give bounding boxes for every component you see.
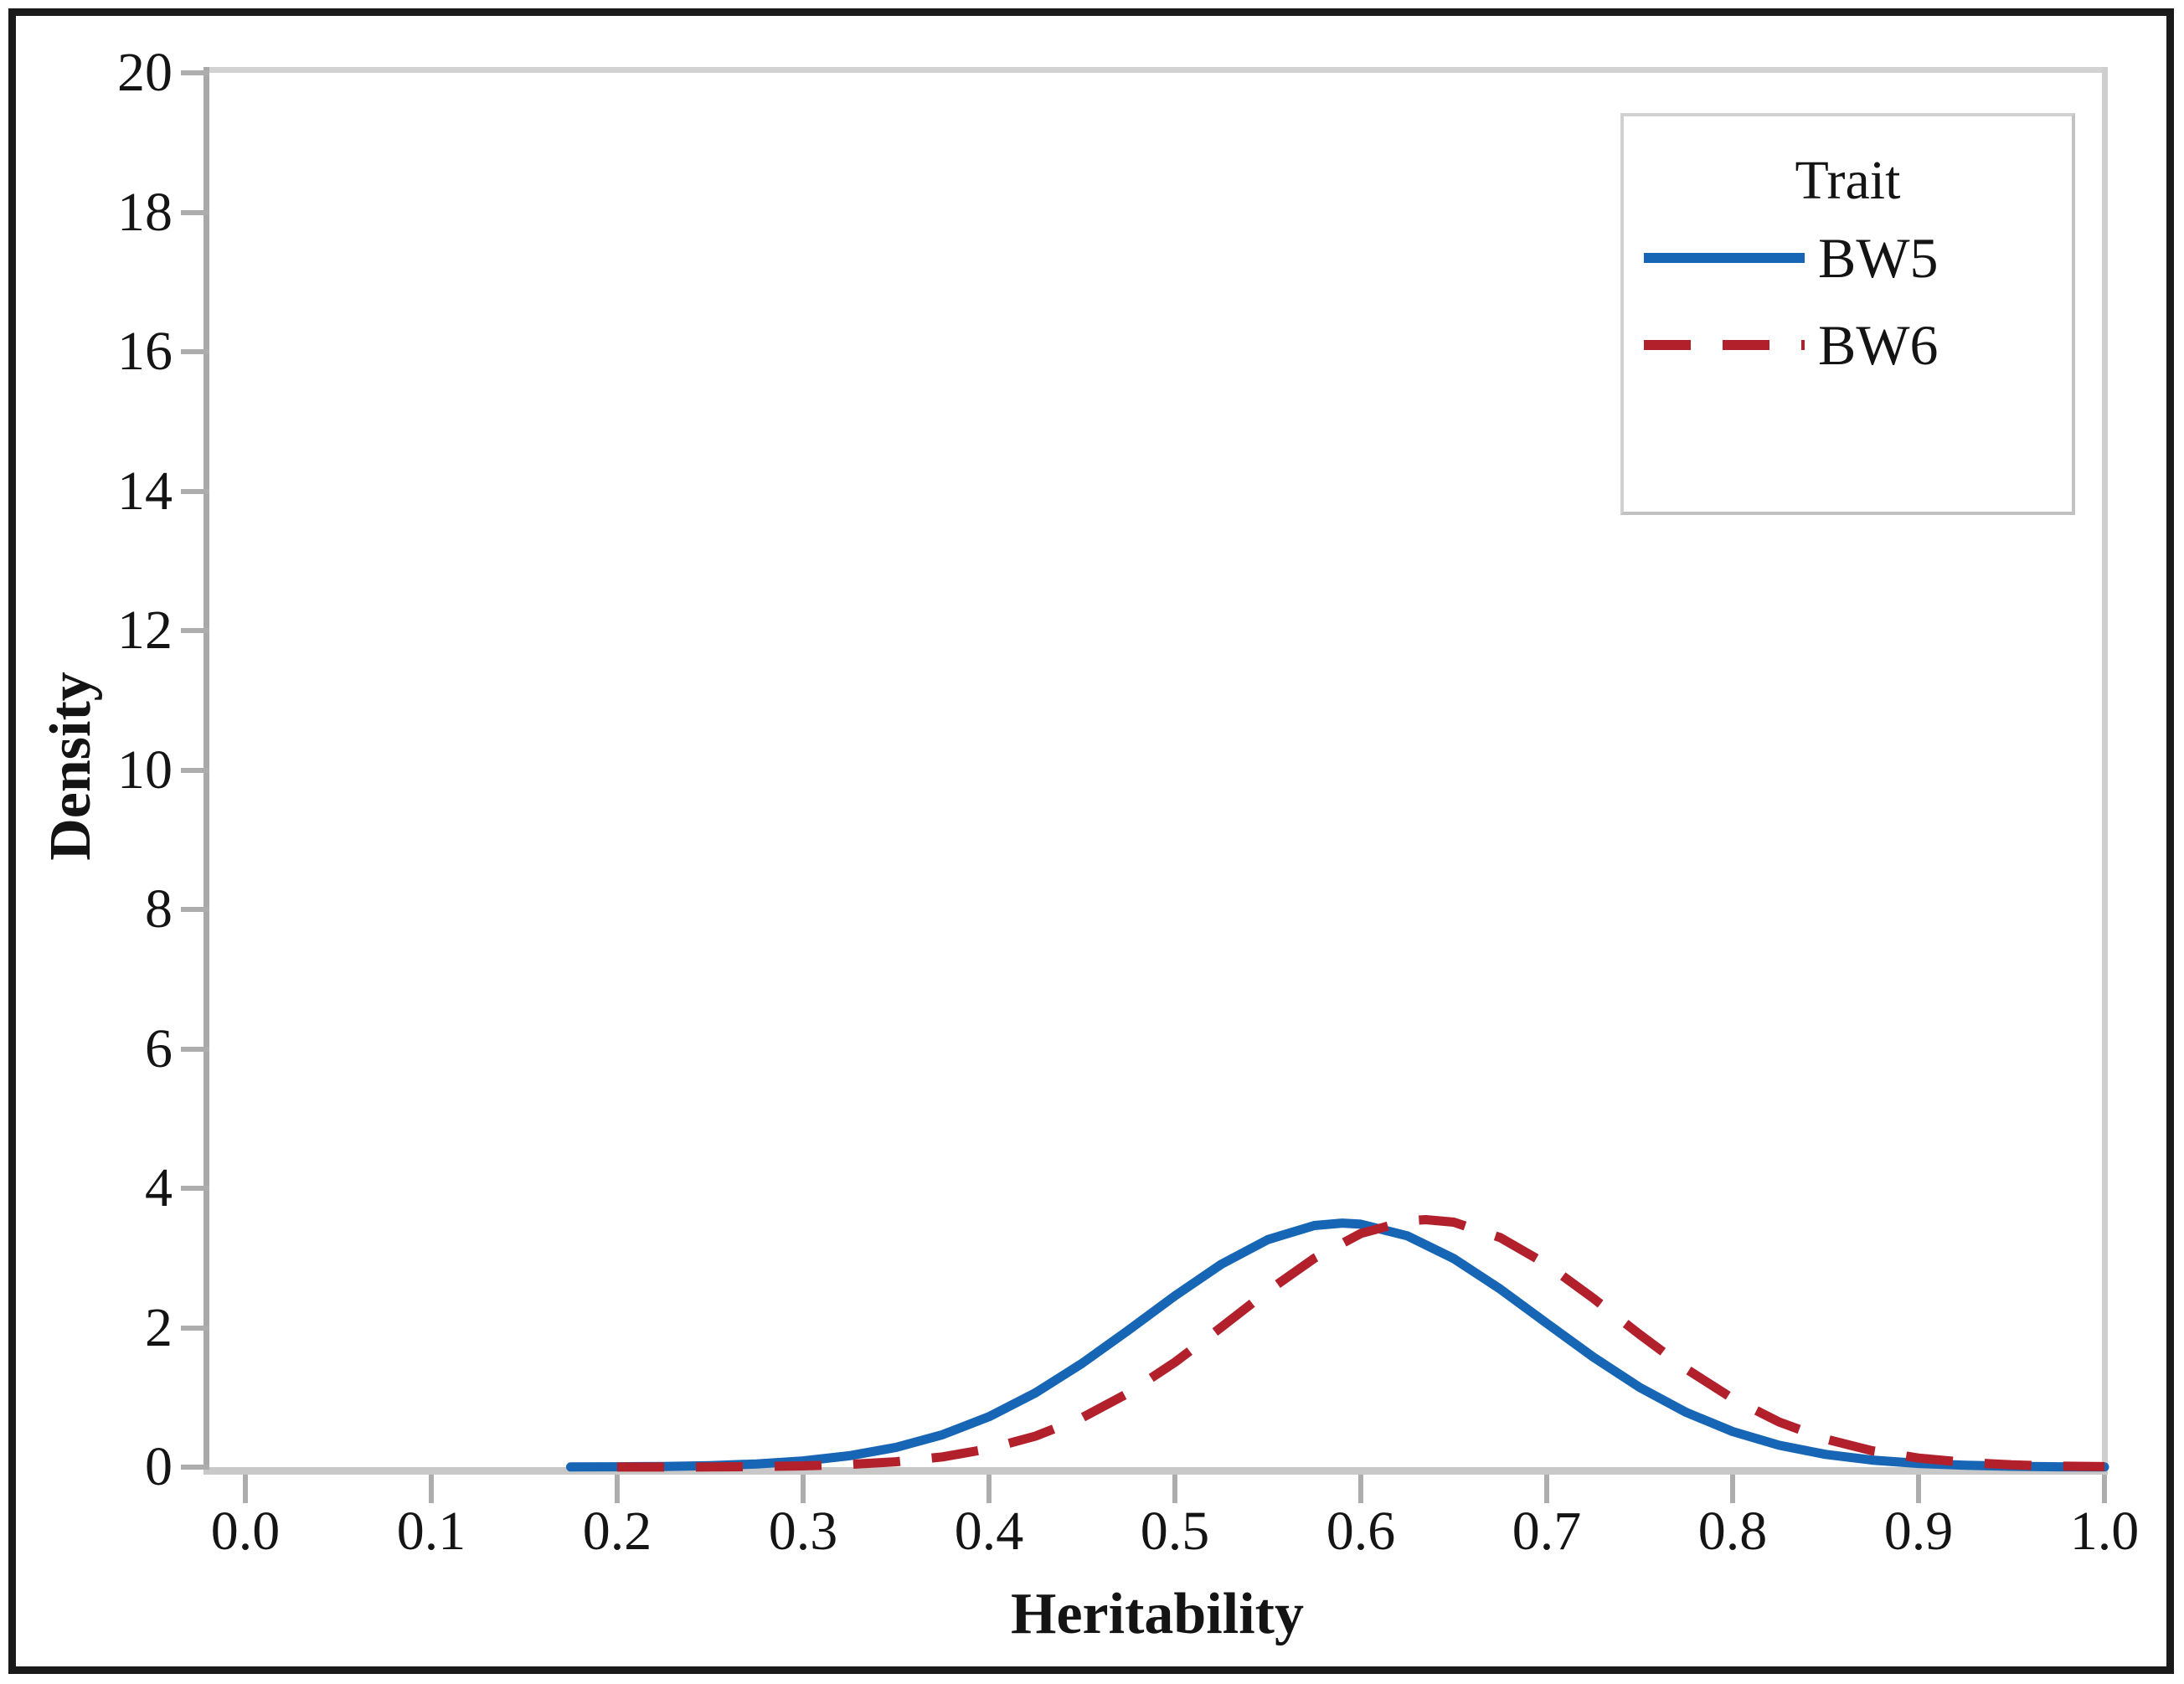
legend-label-bw6: BW6	[1818, 312, 1939, 377]
y-axis-tick	[181, 907, 209, 912]
x-axis-tick	[986, 1475, 992, 1503]
x-axis-tick	[1916, 1475, 1921, 1503]
y-axis-tick	[181, 1465, 209, 1470]
y-axis-tick-label: 4	[145, 1157, 173, 1218]
x-axis-tick	[1730, 1475, 1735, 1503]
curves-plot-area	[566, 1215, 2109, 1472]
y-axis-tick	[181, 1046, 209, 1052]
x-axis-tick-label: 0.7	[1512, 1501, 1582, 1562]
y-axis-tick	[181, 767, 209, 773]
x-axis-tick-label: 0.0	[210, 1501, 281, 1562]
x-axis-tick	[801, 1475, 806, 1503]
x-axis-line	[203, 1467, 2108, 1475]
y-axis-tick-label: 14	[117, 460, 173, 522]
y-axis-tick	[181, 70, 209, 75]
bw5-density-curve	[566, 1218, 2109, 1472]
x-axis-tick	[1358, 1475, 1363, 1503]
y-axis-tick	[181, 209, 209, 215]
y-axis-tick	[181, 1186, 209, 1191]
y-axis-tick-label: 0	[145, 1436, 173, 1497]
y-axis-tick-label: 20	[117, 42, 173, 103]
x-axis-tick	[429, 1475, 434, 1503]
x-axis-tick	[2102, 1475, 2107, 1503]
x-axis-tick-label: 0.3	[768, 1501, 838, 1562]
y-axis-tick-label: 12	[117, 600, 173, 661]
bw6-density-curve	[617, 1215, 2105, 1472]
legend-box: Trait BW5 BW6	[1620, 113, 2075, 515]
y-axis-tick	[181, 628, 209, 633]
x-axis-tick-label: 0.4	[954, 1501, 1024, 1562]
y-axis-tick-label: 10	[117, 739, 173, 801]
x-axis-tick-label: 0.8	[1697, 1501, 1768, 1562]
x-axis-tick-label: 0.1	[396, 1501, 466, 1562]
legend-row-bw6: BW6	[1624, 304, 2072, 386]
y-axis-tick	[181, 1325, 209, 1331]
x-axis-tick	[1172, 1475, 1177, 1503]
x-axis-tick-label: 0.6	[1326, 1501, 1396, 1562]
y-axis-tick-label: 8	[145, 878, 173, 940]
x-axis-title: Heritability	[1011, 1582, 1304, 1646]
x-axis-tick	[615, 1475, 620, 1503]
y-axis-tick	[181, 349, 209, 354]
solid-line-icon	[1644, 253, 1805, 263]
y-axis-tick	[181, 488, 209, 494]
y-axis-title: Density	[39, 672, 103, 861]
legend-title: Trait	[1795, 150, 1901, 211]
legend-row-bw5: BW5	[1624, 217, 2072, 299]
x-axis-tick	[1544, 1475, 1549, 1503]
plot-frame-right	[2102, 67, 2108, 1475]
y-axis-tick-label: 2	[145, 1296, 173, 1358]
x-axis-tick-label: 0.5	[1140, 1501, 1210, 1562]
legend-label-bw5: BW5	[1818, 225, 1939, 290]
x-axis-tick-label: 1.0	[2069, 1501, 2140, 1562]
x-axis-tick-label: 0.2	[582, 1501, 652, 1562]
plot-frame-top	[203, 67, 2108, 73]
x-axis-tick	[243, 1475, 248, 1503]
x-axis-tick-label: 0.9	[1883, 1501, 1954, 1562]
y-axis-tick-label: 6	[145, 1017, 173, 1079]
y-axis-tick-label: 18	[117, 181, 173, 243]
dashed-line-icon	[1644, 340, 1805, 350]
y-axis-tick-label: 16	[117, 321, 173, 382]
